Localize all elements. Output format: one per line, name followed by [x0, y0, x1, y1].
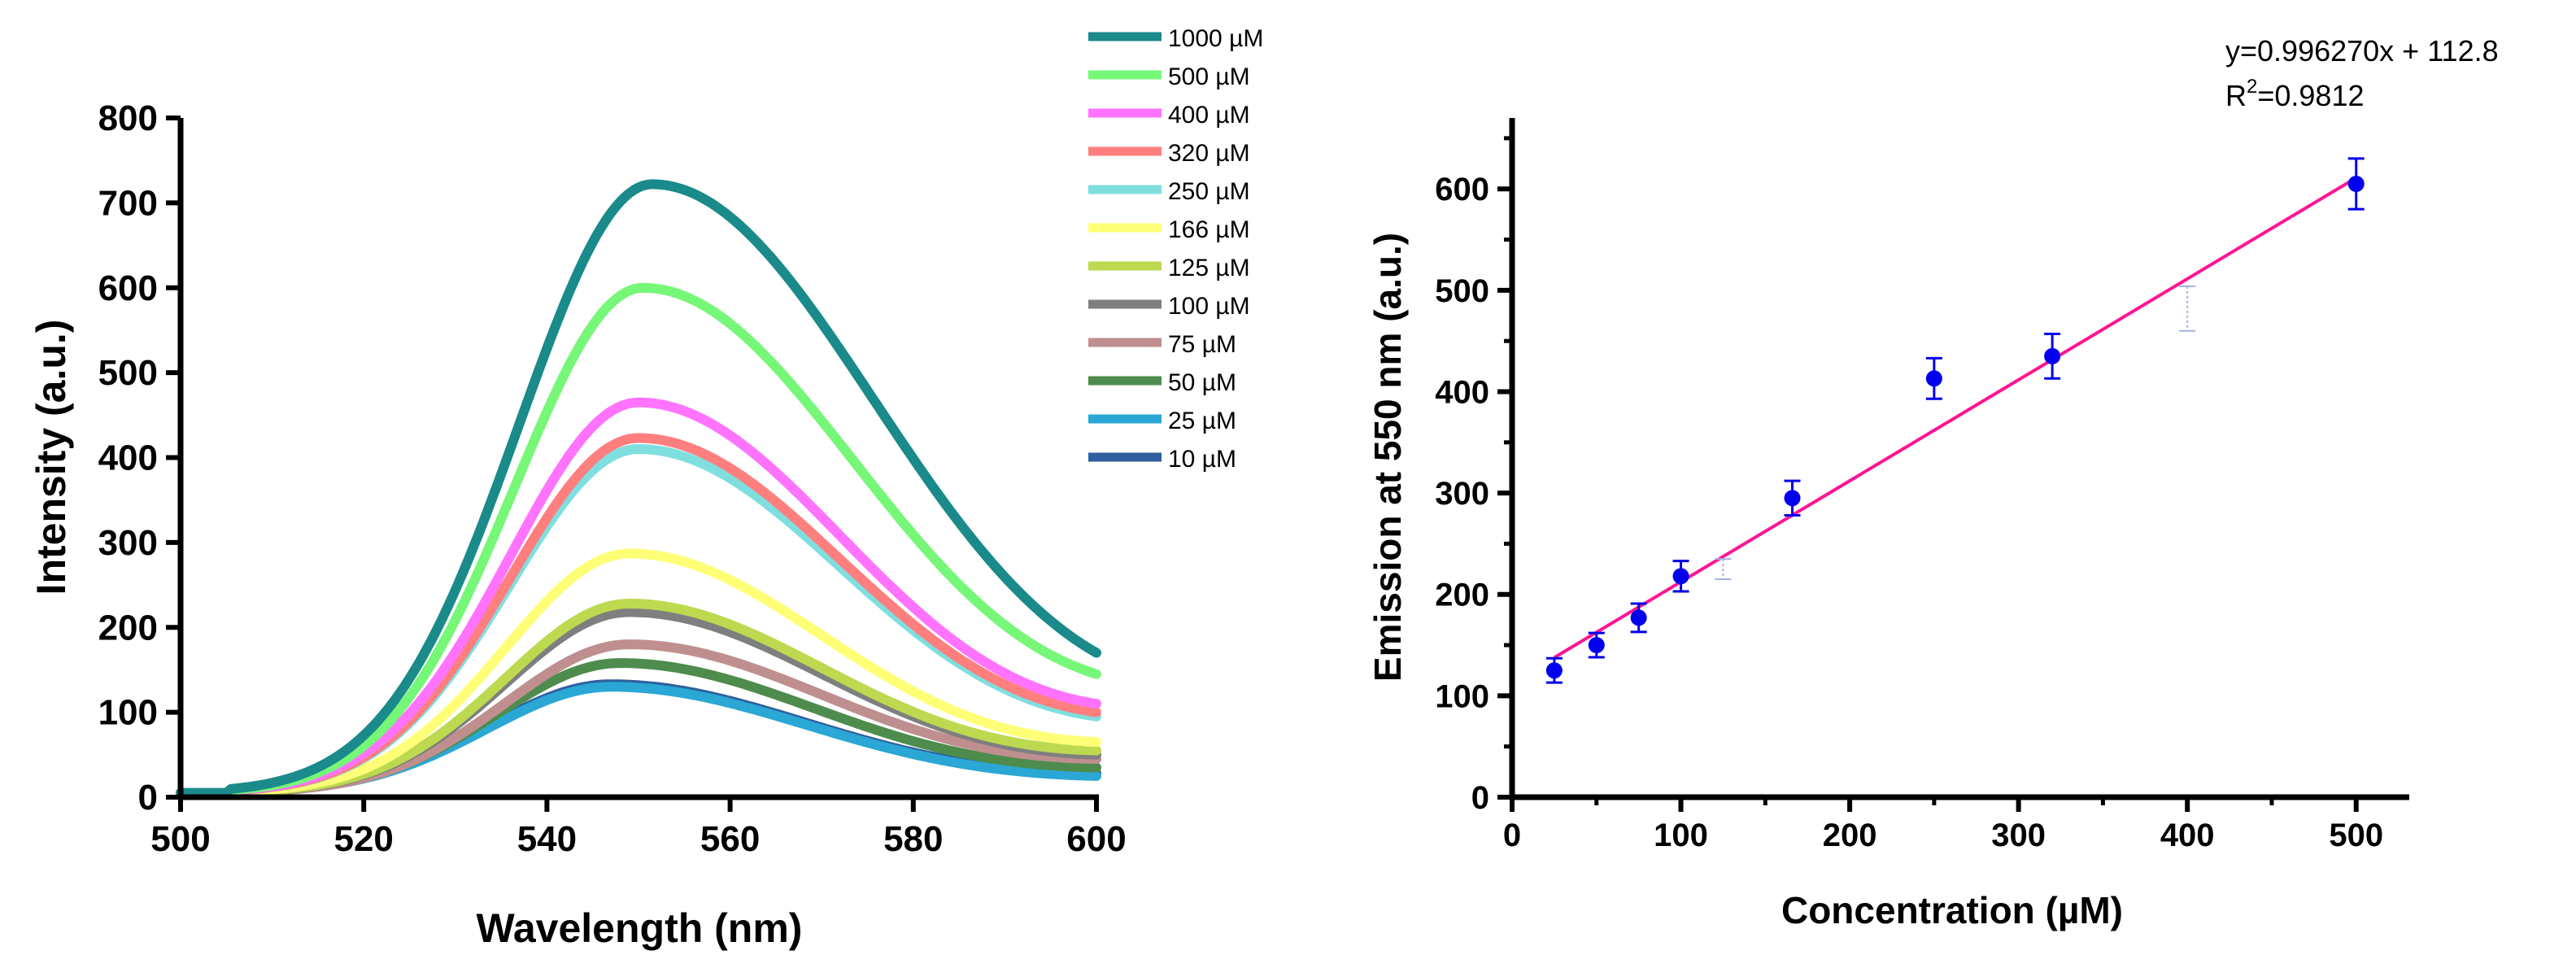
calibration-y-tick-label: 0 [1471, 780, 1489, 816]
calibration-y-tick-label: 500 [1435, 273, 1489, 309]
data-point [1784, 490, 1801, 507]
spectra-ticks: 500 520 540 560 580 600 0 100 200 300 400 500 600 700… [98, 98, 1127, 859]
calibration-fit [1553, 176, 2357, 660]
legend-label: 320 µM [1168, 140, 1250, 167]
legend-label: 400 µM [1168, 102, 1250, 129]
spectrum-line [176, 282, 1101, 798]
calibration-points [1545, 157, 2365, 684]
data-point [1630, 609, 1647, 626]
spectra-x-tick-label: 580 [883, 819, 943, 859]
spectra-y-tick-label: 300 [98, 523, 158, 563]
data-point [1672, 568, 1689, 585]
legend-label: 100 µM [1168, 293, 1250, 320]
calibration-y-tick-label: 200 [1435, 578, 1489, 613]
calibration-x-tick-label: 200 [1823, 818, 1877, 853]
data-point [2347, 176, 2365, 193]
calibration-y-tick-label: 600 [1435, 172, 1489, 207]
calibration-x-tick-label: 500 [2329, 818, 2383, 853]
calibration-x-tick-label: 0 [1503, 818, 1521, 853]
spectra-y-tick-label: 400 [98, 438, 158, 478]
calibration-ticks: 0 100 200 300 400 500 0 100 200 300 400 500 600 [1435, 136, 2383, 853]
data-point [2044, 347, 2061, 364]
spectrum-line [176, 179, 1101, 798]
spectra-x-axis-label: Wavelength (nm) [477, 905, 803, 951]
spectra-chart: 500 520 540 560 580 600 0 100 200 300 400 500 600 700… [28, 25, 1263, 951]
spectra-y-tick-label: 500 [98, 353, 158, 393]
spectra-y-tick-label: 100 [98, 693, 158, 733]
calibration-x-tick-label: 300 [1991, 818, 2046, 853]
calibration-y-tick-label: 400 [1435, 374, 1489, 410]
spectra-legend: 1000 µM 500 µM 400 µM 320 µM 250 µM 166 µM 125… [1088, 25, 1263, 473]
spectra-y-axis-label: Intensity (a.u.) [28, 320, 74, 595]
legend-label: 25 µM [1168, 408, 1236, 434]
fit-equation: y=0.996270x + 112.8 [2225, 34, 2499, 68]
calibration-x-tick-label: 100 [1654, 818, 1708, 853]
data-point [1925, 370, 1942, 387]
legend-label: 50 µM [1168, 369, 1236, 396]
spectra-x-tick-label: 540 [517, 819, 577, 859]
spectrum-line [176, 548, 1101, 798]
spectra-axes [177, 118, 1099, 800]
legend-label: 250 µM [1168, 178, 1250, 205]
fit-line [1553, 176, 2357, 660]
calibration-y-axis-label: Emission at 550 nm (a.u.) [1366, 233, 1409, 682]
spectra-x-tick-label: 500 [150, 819, 210, 859]
calibration-x-tick-label: 400 [2160, 818, 2215, 853]
calibration-axes [1509, 118, 2409, 800]
legend-label: 10 µM [1168, 446, 1236, 473]
data-point [1545, 662, 1563, 679]
r-squared-prefix: R [2225, 79, 2247, 112]
spectra-curves [176, 179, 1101, 798]
spectra-x-tick-label: 520 [333, 819, 393, 859]
r-squared-value: =0.9812 [2257, 79, 2364, 112]
fit-r-squared: R2=0.9812 [2225, 76, 2365, 112]
spectra-y-tick-label: 0 [138, 778, 158, 818]
spectra-y-tick-label: 700 [98, 183, 158, 223]
spectra-y-tick-label: 800 [98, 98, 158, 138]
legend-label: 75 µM [1168, 331, 1236, 358]
spectra-x-tick-label: 600 [1066, 819, 1126, 859]
legend-label: 125 µM [1168, 255, 1250, 281]
legend-label: 166 µM [1168, 216, 1250, 243]
spectra-y-tick-label: 200 [98, 608, 158, 648]
calibration-y-tick-label: 100 [1435, 678, 1489, 714]
spectra-x-tick-label: 560 [700, 819, 760, 859]
r-squared-superscript: 2 [2247, 76, 2257, 98]
legend-label: 500 µM [1168, 63, 1250, 90]
calibration-x-axis-label: Concentration (µM) [1781, 889, 2123, 931]
legend-label: 1000 µM [1168, 25, 1263, 52]
calibration-y-tick-label: 300 [1435, 476, 1489, 512]
data-point [1588, 637, 1605, 654]
calibration-chart: 0 100 200 300 400 500 0 100 200 300 400 500 600 Conc… [1366, 34, 2499, 931]
spectra-y-tick-label: 600 [98, 268, 158, 308]
